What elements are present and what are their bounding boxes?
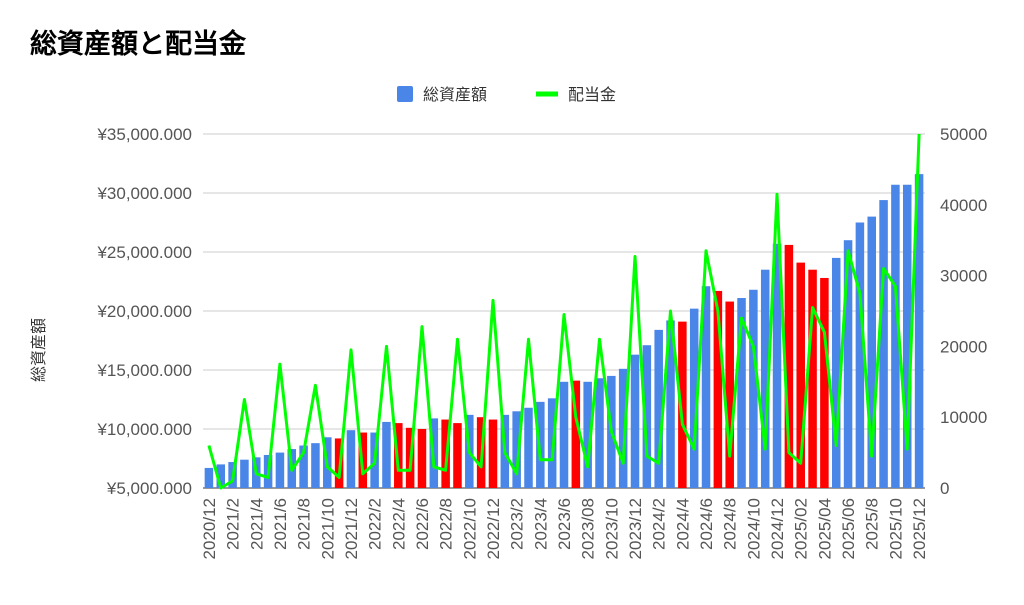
- bar: [382, 421, 391, 488]
- bar: [275, 452, 285, 488]
- x-tick-label: 2023/4: [531, 498, 550, 550]
- x-tick-label: 2023/12: [626, 498, 645, 559]
- bar: [749, 289, 758, 488]
- x-tick-label: 2021/12: [342, 498, 361, 559]
- x-tick-label: 2024/8: [721, 498, 740, 550]
- y-tick-label: ¥5,000.000: [106, 479, 192, 498]
- line-dividends: [207, 133, 921, 490]
- x-tick-label: 2025/12: [910, 498, 929, 559]
- legend-swatch-total-assets: [397, 86, 413, 102]
- x-tick-label: 2021/4: [247, 498, 266, 550]
- dividend-line: [207, 133, 921, 490]
- x-tick-label: 2025/04: [815, 498, 834, 559]
- bar: [914, 174, 924, 488]
- x-tick-label: 2024/4: [673, 498, 692, 550]
- y2-tick-label: 20000: [940, 337, 987, 356]
- bar: [902, 184, 912, 489]
- x-tick-label: 2025/8: [863, 498, 882, 550]
- x-tick-label: 2022/12: [484, 498, 503, 559]
- x-tick-label: 2023/6: [555, 498, 574, 550]
- bar: [311, 443, 320, 488]
- bar: [713, 290, 723, 488]
- y-tick-label: ¥25,000.000: [96, 243, 192, 262]
- y2-tick-label: 30000: [940, 267, 987, 286]
- bar: [855, 222, 865, 488]
- bar: [843, 240, 853, 488]
- x-tick-label: 2020/12: [200, 498, 219, 559]
- bar: [417, 429, 427, 488]
- legend-label-dividends: 配当金: [568, 85, 616, 104]
- bar: [879, 200, 888, 488]
- bar: [618, 368, 628, 488]
- x-tick-label: 2022/4: [389, 498, 408, 550]
- bar: [796, 262, 805, 488]
- left-axis-title: 総資産額: [29, 318, 48, 382]
- x-tick-label: 2025/02: [792, 498, 811, 559]
- x-tick-label: 2023/10: [602, 498, 621, 559]
- bar: [725, 301, 734, 488]
- bar: [678, 321, 687, 488]
- bar: [216, 464, 226, 488]
- bar: [831, 257, 841, 488]
- bar: [559, 381, 569, 488]
- bar: [524, 407, 533, 488]
- bar: [346, 430, 356, 488]
- y2-tick-label: 40000: [940, 196, 987, 215]
- bar: [760, 269, 770, 488]
- x-tick-label: 2024/12: [768, 498, 787, 559]
- bar: [204, 467, 214, 488]
- x-tick-label: 2021/8: [295, 498, 314, 550]
- y-tick-label: ¥35,000.000: [96, 125, 192, 144]
- right-axis-ticks: 50000 40000 30000 20000 10000 0: [940, 125, 987, 498]
- y2-tick-label: 10000: [940, 408, 987, 427]
- y-tick-label: ¥10,000.000: [96, 420, 192, 439]
- x-tick-label: 2024/10: [744, 498, 763, 559]
- bar: [891, 184, 900, 489]
- bar: [784, 244, 794, 488]
- y-tick-label: ¥15,000.000: [96, 361, 192, 380]
- bar: [666, 320, 675, 488]
- legend-label-total-assets: 総資産額: [423, 85, 487, 104]
- y2-tick-label: 50000: [940, 125, 987, 144]
- bar: [299, 445, 308, 488]
- bar: [737, 298, 746, 488]
- bar: [808, 269, 817, 488]
- bar: [240, 459, 249, 488]
- x-tick-label: 2023/2: [508, 498, 527, 550]
- bar: [820, 277, 829, 488]
- bar: [453, 423, 462, 488]
- y-tick-label: ¥20,000.000: [96, 302, 192, 321]
- x-tick-label: 2025/10: [886, 498, 905, 559]
- x-tick-label: 2022/10: [460, 498, 479, 559]
- bar: [512, 411, 521, 488]
- bar: [571, 380, 581, 488]
- bar: [654, 329, 663, 488]
- chart-title: 総資産額と配当金: [30, 29, 246, 60]
- x-tick-label: 2021/10: [318, 498, 337, 559]
- bar: [689, 308, 699, 488]
- x-tick-label: 2022/6: [413, 498, 432, 550]
- x-tick-label: 2024/2: [650, 498, 669, 550]
- x-tick-label: 2021/2: [224, 498, 243, 550]
- x-tick-label: 2022/8: [437, 498, 456, 550]
- y2-tick-label: 0: [940, 479, 949, 498]
- x-axis-ticks: 2020/12 2021/2 2021/4 2021/6 2021/8 2021/10 20…: [200, 498, 929, 559]
- left-axis-ticks: ¥35,000.000 ¥30,000.000 ¥25,000.000 ¥20,000…: [96, 125, 192, 498]
- x-tick-label: 2021/6: [271, 498, 290, 550]
- bar: [583, 381, 592, 488]
- x-tick-label: 2023/08: [579, 498, 598, 559]
- x-tick-label: 2024/6: [697, 498, 716, 550]
- x-tick-label: 2025/06: [839, 498, 858, 559]
- bar: [867, 216, 876, 488]
- bar: [642, 345, 652, 488]
- bar: [701, 286, 711, 488]
- bar: [595, 378, 604, 488]
- bar: [772, 243, 782, 488]
- bar: [630, 354, 640, 488]
- y-tick-label: ¥30,000.000: [96, 184, 192, 203]
- bar: [488, 419, 498, 488]
- x-tick-label: 2022/2: [366, 498, 385, 550]
- legend: 総資産額 配当金: [397, 85, 616, 104]
